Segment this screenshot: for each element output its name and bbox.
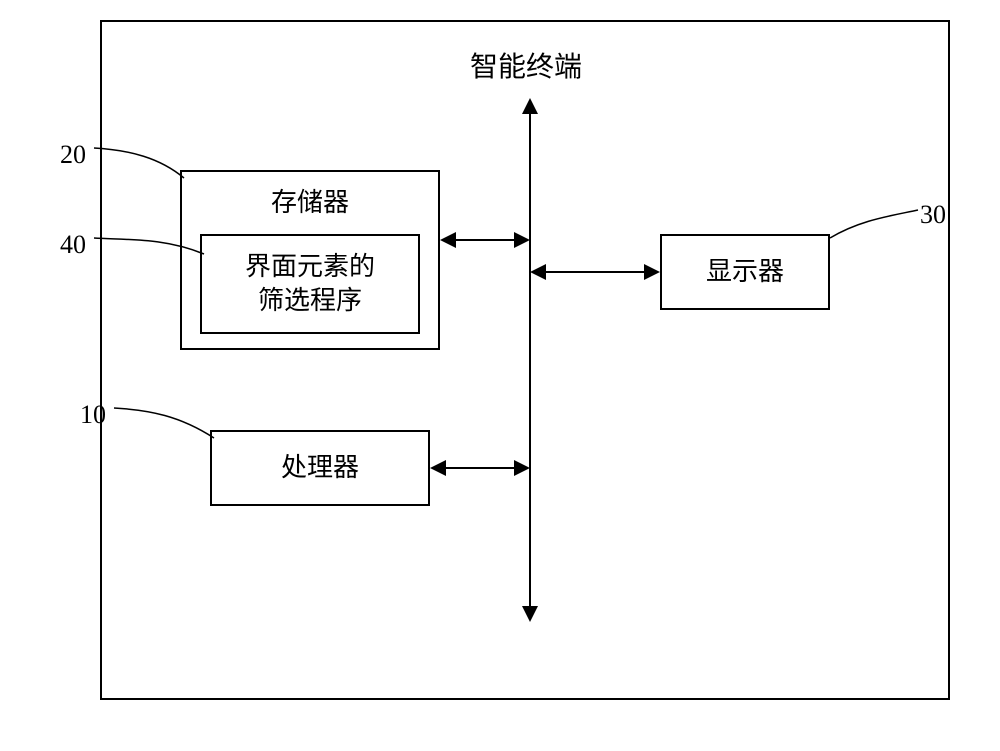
callout-20: 20 (60, 140, 86, 170)
diagram-title: 智能终端 (470, 50, 582, 86)
filter-program-label-1: 界面元素的 (245, 252, 375, 281)
callout-40: 40 (60, 230, 86, 260)
callout-30: 30 (920, 200, 946, 230)
callout-10: 10 (80, 400, 106, 430)
processor-label: 处理器 (281, 451, 359, 485)
outer-box (100, 20, 950, 700)
display-block: 显示器 (660, 234, 830, 310)
filter-program-block: 界面元素的 筛选程序 (200, 234, 420, 334)
display-label: 显示器 (706, 255, 784, 289)
filter-program-label-2: 筛选程序 (258, 286, 362, 315)
processor-block: 处理器 (210, 430, 430, 506)
memory-label: 存储器 (271, 186, 349, 220)
